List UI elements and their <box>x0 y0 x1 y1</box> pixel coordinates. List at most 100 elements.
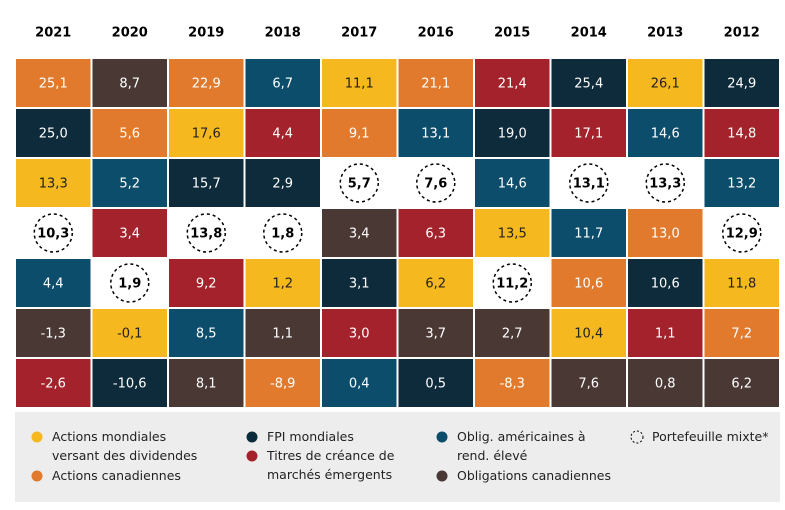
cell-label: -10,6 <box>113 377 147 392</box>
cell-label: 14,6 <box>651 127 680 142</box>
cell-label: 22,9 <box>192 77 221 92</box>
column-header: 2021 <box>35 26 71 41</box>
cell-label: 24,9 <box>727 77 756 92</box>
legend: Actions mondiales versant des dividendes… <box>15 412 780 502</box>
legend-item: Oblig. américaines à rend. élevé <box>435 427 620 465</box>
cell <box>169 109 244 157</box>
portfolio-marker <box>33 213 73 253</box>
legend-dot <box>436 431 448 443</box>
portfolio-marker <box>722 213 762 253</box>
cell <box>169 259 244 307</box>
chart: 2021 2020 2019 2018 2017 2016 2015 2014 2013 2012… <box>16 26 779 407</box>
cell <box>704 209 779 257</box>
cell <box>398 309 473 357</box>
cell-label: 25,0 <box>39 127 68 142</box>
cell <box>704 109 779 157</box>
legend-item: FPI mondiales <box>245 427 430 446</box>
cell-label: 1,1 <box>272 327 293 342</box>
cell <box>704 309 779 357</box>
cell <box>475 59 550 107</box>
cell <box>169 59 244 107</box>
cell <box>551 159 626 207</box>
cell-label: -0,1 <box>117 327 142 342</box>
cell-label: 3,4 <box>119 227 140 242</box>
cell <box>92 209 167 257</box>
cell <box>398 359 473 407</box>
cell <box>398 59 473 107</box>
cell <box>245 109 320 157</box>
cell-label: 14,6 <box>498 177 527 192</box>
legend-dot <box>246 431 258 443</box>
cell <box>475 259 550 307</box>
cell <box>398 159 473 207</box>
cell-label: 8,7 <box>119 77 140 92</box>
legend-dot <box>31 431 43 443</box>
cell <box>92 359 167 407</box>
column-header: 2015 <box>494 26 530 41</box>
cell-label: 2,7 <box>502 327 523 342</box>
cell <box>16 359 91 407</box>
legend-marker <box>436 431 448 443</box>
cell <box>475 359 550 407</box>
cell <box>398 259 473 307</box>
cell-label: 3,4 <box>349 227 370 242</box>
cell-label: 14,8 <box>727 127 756 142</box>
legend-marker <box>31 431 43 443</box>
cell <box>628 59 703 107</box>
portfolio-marker <box>339 163 379 203</box>
legend-label: Titres de créance de marchés émergents <box>267 448 395 482</box>
cell-label: 8,5 <box>196 327 217 342</box>
cell <box>551 109 626 157</box>
legend-label: FPI mondiales <box>267 429 354 444</box>
legend-item: Obligations canadiennes <box>435 466 620 485</box>
cell <box>245 359 320 407</box>
cell <box>628 159 703 207</box>
cell-label: -2,6 <box>41 377 66 392</box>
cell-label: 0,4 <box>349 377 370 392</box>
cell-label: 25,1 <box>39 77 68 92</box>
cell <box>628 209 703 257</box>
cell <box>551 259 626 307</box>
portfolio-marker <box>186 213 226 253</box>
cell-label: 4,4 <box>272 127 293 142</box>
cell-label: 5,7 <box>348 177 371 192</box>
cell <box>704 259 779 307</box>
cell <box>169 209 244 257</box>
cell-label: 6,7 <box>272 77 293 92</box>
portfolio-marker <box>569 163 609 203</box>
cell-label: 10,4 <box>574 327 603 342</box>
cell <box>245 209 320 257</box>
cell-label: 1,2 <box>272 277 293 292</box>
cell-label: 1,1 <box>655 327 676 342</box>
cell <box>169 359 244 407</box>
cell <box>475 159 550 207</box>
legend-dot <box>630 430 644 444</box>
cell <box>475 209 550 257</box>
cell-label: 19,0 <box>498 127 527 142</box>
legend-marker <box>630 430 644 444</box>
column-header: 2017 <box>341 26 377 41</box>
cell-label: 6,2 <box>731 377 752 392</box>
cell <box>16 59 91 107</box>
legend-dot <box>436 470 448 482</box>
cell-label: 5,6 <box>119 127 140 142</box>
cell <box>92 259 167 307</box>
cell <box>245 309 320 357</box>
cell-label: 2,9 <box>272 177 293 192</box>
cell-label: 1,8 <box>271 227 294 242</box>
cell <box>628 309 703 357</box>
cell <box>16 109 91 157</box>
cell-label: -8,9 <box>270 377 295 392</box>
cell <box>704 359 779 407</box>
cell-label: 6,3 <box>425 227 446 242</box>
cell-label: 13,1 <box>421 127 450 142</box>
cell <box>704 159 779 207</box>
cell-label: 11,1 <box>345 77 374 92</box>
portfolio-marker <box>110 263 150 303</box>
cell <box>245 259 320 307</box>
cell-label: 7,6 <box>424 177 447 192</box>
cell-label: 13,3 <box>39 177 68 192</box>
cell-label: 10,3 <box>37 227 69 242</box>
cell <box>398 209 473 257</box>
